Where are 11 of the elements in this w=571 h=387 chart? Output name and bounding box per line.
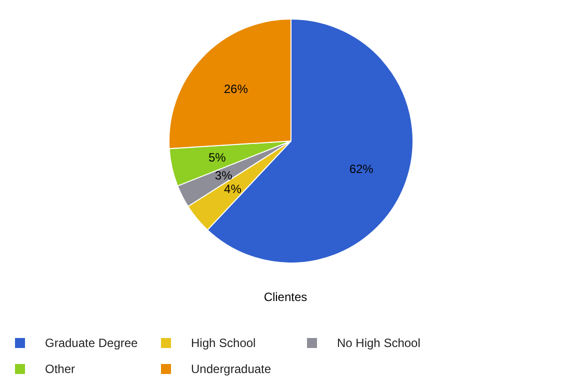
data-label: 5% xyxy=(208,150,226,164)
legend-label: Undergraduate xyxy=(191,362,272,376)
legend-label: Other xyxy=(45,362,76,376)
data-label: 62% xyxy=(349,162,374,176)
legend-label: Graduate Degree xyxy=(45,336,138,350)
legend-label: No High School xyxy=(337,336,420,350)
legend-label: High School xyxy=(191,336,256,350)
data-label: 4% xyxy=(224,182,242,196)
text: Clientes xyxy=(262,290,308,304)
data-label: 26% xyxy=(224,82,248,96)
data-label: 3% xyxy=(214,168,233,182)
